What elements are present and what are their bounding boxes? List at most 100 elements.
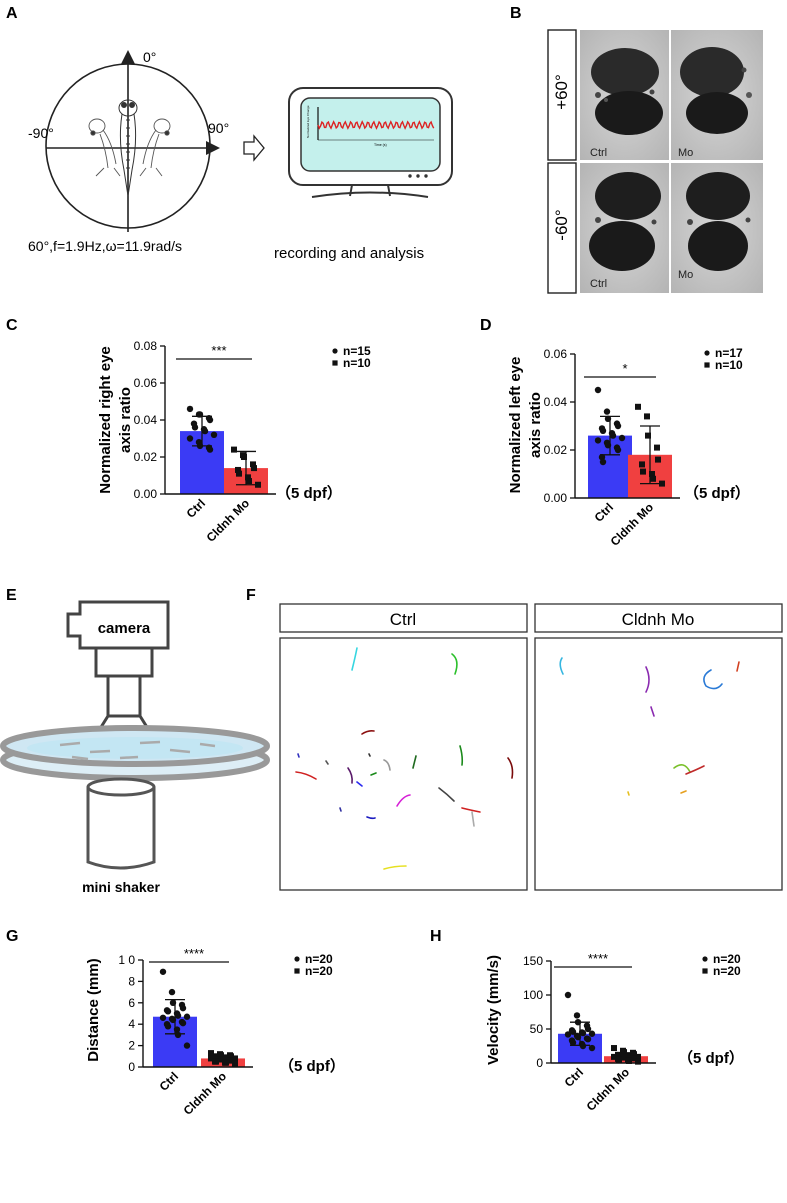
data-point xyxy=(164,1008,172,1015)
significance-label: * xyxy=(622,361,627,376)
age-annotation: （5 dpf） xyxy=(684,484,750,502)
significance-label: **** xyxy=(588,951,608,966)
data-point xyxy=(654,444,660,451)
data-point xyxy=(611,1045,617,1052)
data-point xyxy=(564,991,572,999)
data-point xyxy=(616,1052,622,1059)
y-axis-label: Normalized left eye xyxy=(507,357,524,494)
image-label: Mo xyxy=(678,269,693,281)
image-label: Ctrl xyxy=(590,278,607,290)
legend-label: n=10 xyxy=(343,356,371,370)
y-tick-label: 4 xyxy=(128,1017,135,1031)
data-point xyxy=(218,1056,224,1063)
y-tick-label: 2 xyxy=(128,1039,135,1053)
data-point xyxy=(564,1031,572,1038)
monitor-ylabel: Normalized Eye Change xyxy=(306,105,310,138)
data-point xyxy=(183,1042,191,1049)
right-arrow-icon xyxy=(206,141,220,155)
data-point xyxy=(618,434,626,442)
data-point xyxy=(621,1054,627,1061)
data-point xyxy=(659,480,665,487)
panel-f-letter: F xyxy=(246,587,256,604)
panel-g-letter: G xyxy=(6,928,18,945)
y-tick-label: 0.06 xyxy=(544,347,568,361)
stimulus-label: 60°,f=1.9Hz,ω=11.9rad/s xyxy=(28,238,182,254)
panel-d-letter: D xyxy=(480,317,492,334)
data-point xyxy=(201,427,209,435)
angle-top: 0° xyxy=(143,49,156,65)
data-point xyxy=(655,456,661,463)
image-plus60-mo: Mo xyxy=(671,30,763,160)
legend-label: n=20 xyxy=(713,964,741,978)
flow-arrow-icon xyxy=(243,134,265,162)
image-plus60-ctrl: Ctrl xyxy=(580,30,669,160)
category-label: Cldnh Mo xyxy=(181,1069,230,1118)
panel-a-letter: A xyxy=(6,5,18,22)
data-point xyxy=(594,437,602,444)
eye-trace-line xyxy=(317,120,435,130)
image-minus60-ctrl: Ctrl xyxy=(580,163,669,293)
data-point xyxy=(251,465,257,472)
angle-right: 90° xyxy=(208,120,229,136)
mo-tracks xyxy=(559,657,740,796)
data-point xyxy=(635,1058,641,1065)
legend-marker xyxy=(704,350,710,356)
data-point xyxy=(639,461,645,468)
data-point xyxy=(569,1028,577,1035)
category-label: Ctrl xyxy=(592,500,617,525)
legend-marker xyxy=(702,956,708,962)
data-point xyxy=(208,1055,214,1062)
legend-label: n=20 xyxy=(713,952,741,966)
data-point xyxy=(579,1029,587,1037)
ctrl-tracks xyxy=(295,647,514,870)
category-label: Cldnh Mo xyxy=(608,500,657,549)
y-axis-label: Normalized right eye xyxy=(97,346,114,494)
y-tick-label: 150 xyxy=(523,954,543,968)
y-tick-label: 50 xyxy=(530,1022,544,1036)
data-point xyxy=(173,1026,181,1033)
data-point xyxy=(179,1004,187,1012)
data-point xyxy=(604,442,612,449)
data-point xyxy=(626,1057,632,1064)
data-point xyxy=(255,481,261,488)
y-axis-label: Distance (mm) xyxy=(85,958,102,1061)
ctrl-track-area xyxy=(279,637,528,891)
category-label: Ctrl xyxy=(562,1065,587,1090)
data-point xyxy=(574,1019,582,1026)
image-label: Mo xyxy=(678,147,693,159)
data-point xyxy=(179,1019,187,1027)
y-axis-label: axis ratio xyxy=(117,387,134,453)
data-point xyxy=(614,422,622,430)
petri-dish-icon xyxy=(0,725,270,781)
data-point xyxy=(228,1053,234,1060)
image-label: Ctrl xyxy=(590,147,607,159)
mo-title-box xyxy=(534,603,783,633)
panel-f: F Ctrl Cldnh Mo xyxy=(246,587,783,891)
significance-label: **** xyxy=(184,946,204,961)
data-point xyxy=(579,1042,587,1050)
data-point xyxy=(616,1056,622,1063)
data-point xyxy=(598,454,606,461)
data-point xyxy=(635,1053,641,1060)
data-point xyxy=(231,446,237,453)
data-point xyxy=(241,454,247,460)
legend-marker xyxy=(702,968,708,974)
y-tick-label: 0.08 xyxy=(134,339,158,353)
y-tick-label: 0.02 xyxy=(134,450,158,464)
data-point xyxy=(235,466,241,473)
legend-label: n=15 xyxy=(343,344,371,358)
legend-marker xyxy=(294,968,300,974)
monitor-xlabel: Time (s) xyxy=(374,143,387,147)
data-point xyxy=(213,1058,219,1065)
legend-marker xyxy=(704,362,710,368)
data-point xyxy=(223,1055,229,1062)
y-tick-label: 0.04 xyxy=(544,395,568,409)
data-point xyxy=(159,968,167,975)
data-point xyxy=(183,1013,191,1020)
data-point xyxy=(186,435,194,442)
data-point xyxy=(611,1053,617,1060)
row-label-plus60: +60° xyxy=(552,74,571,110)
age-annotation: （5 dpf） xyxy=(279,1057,345,1075)
